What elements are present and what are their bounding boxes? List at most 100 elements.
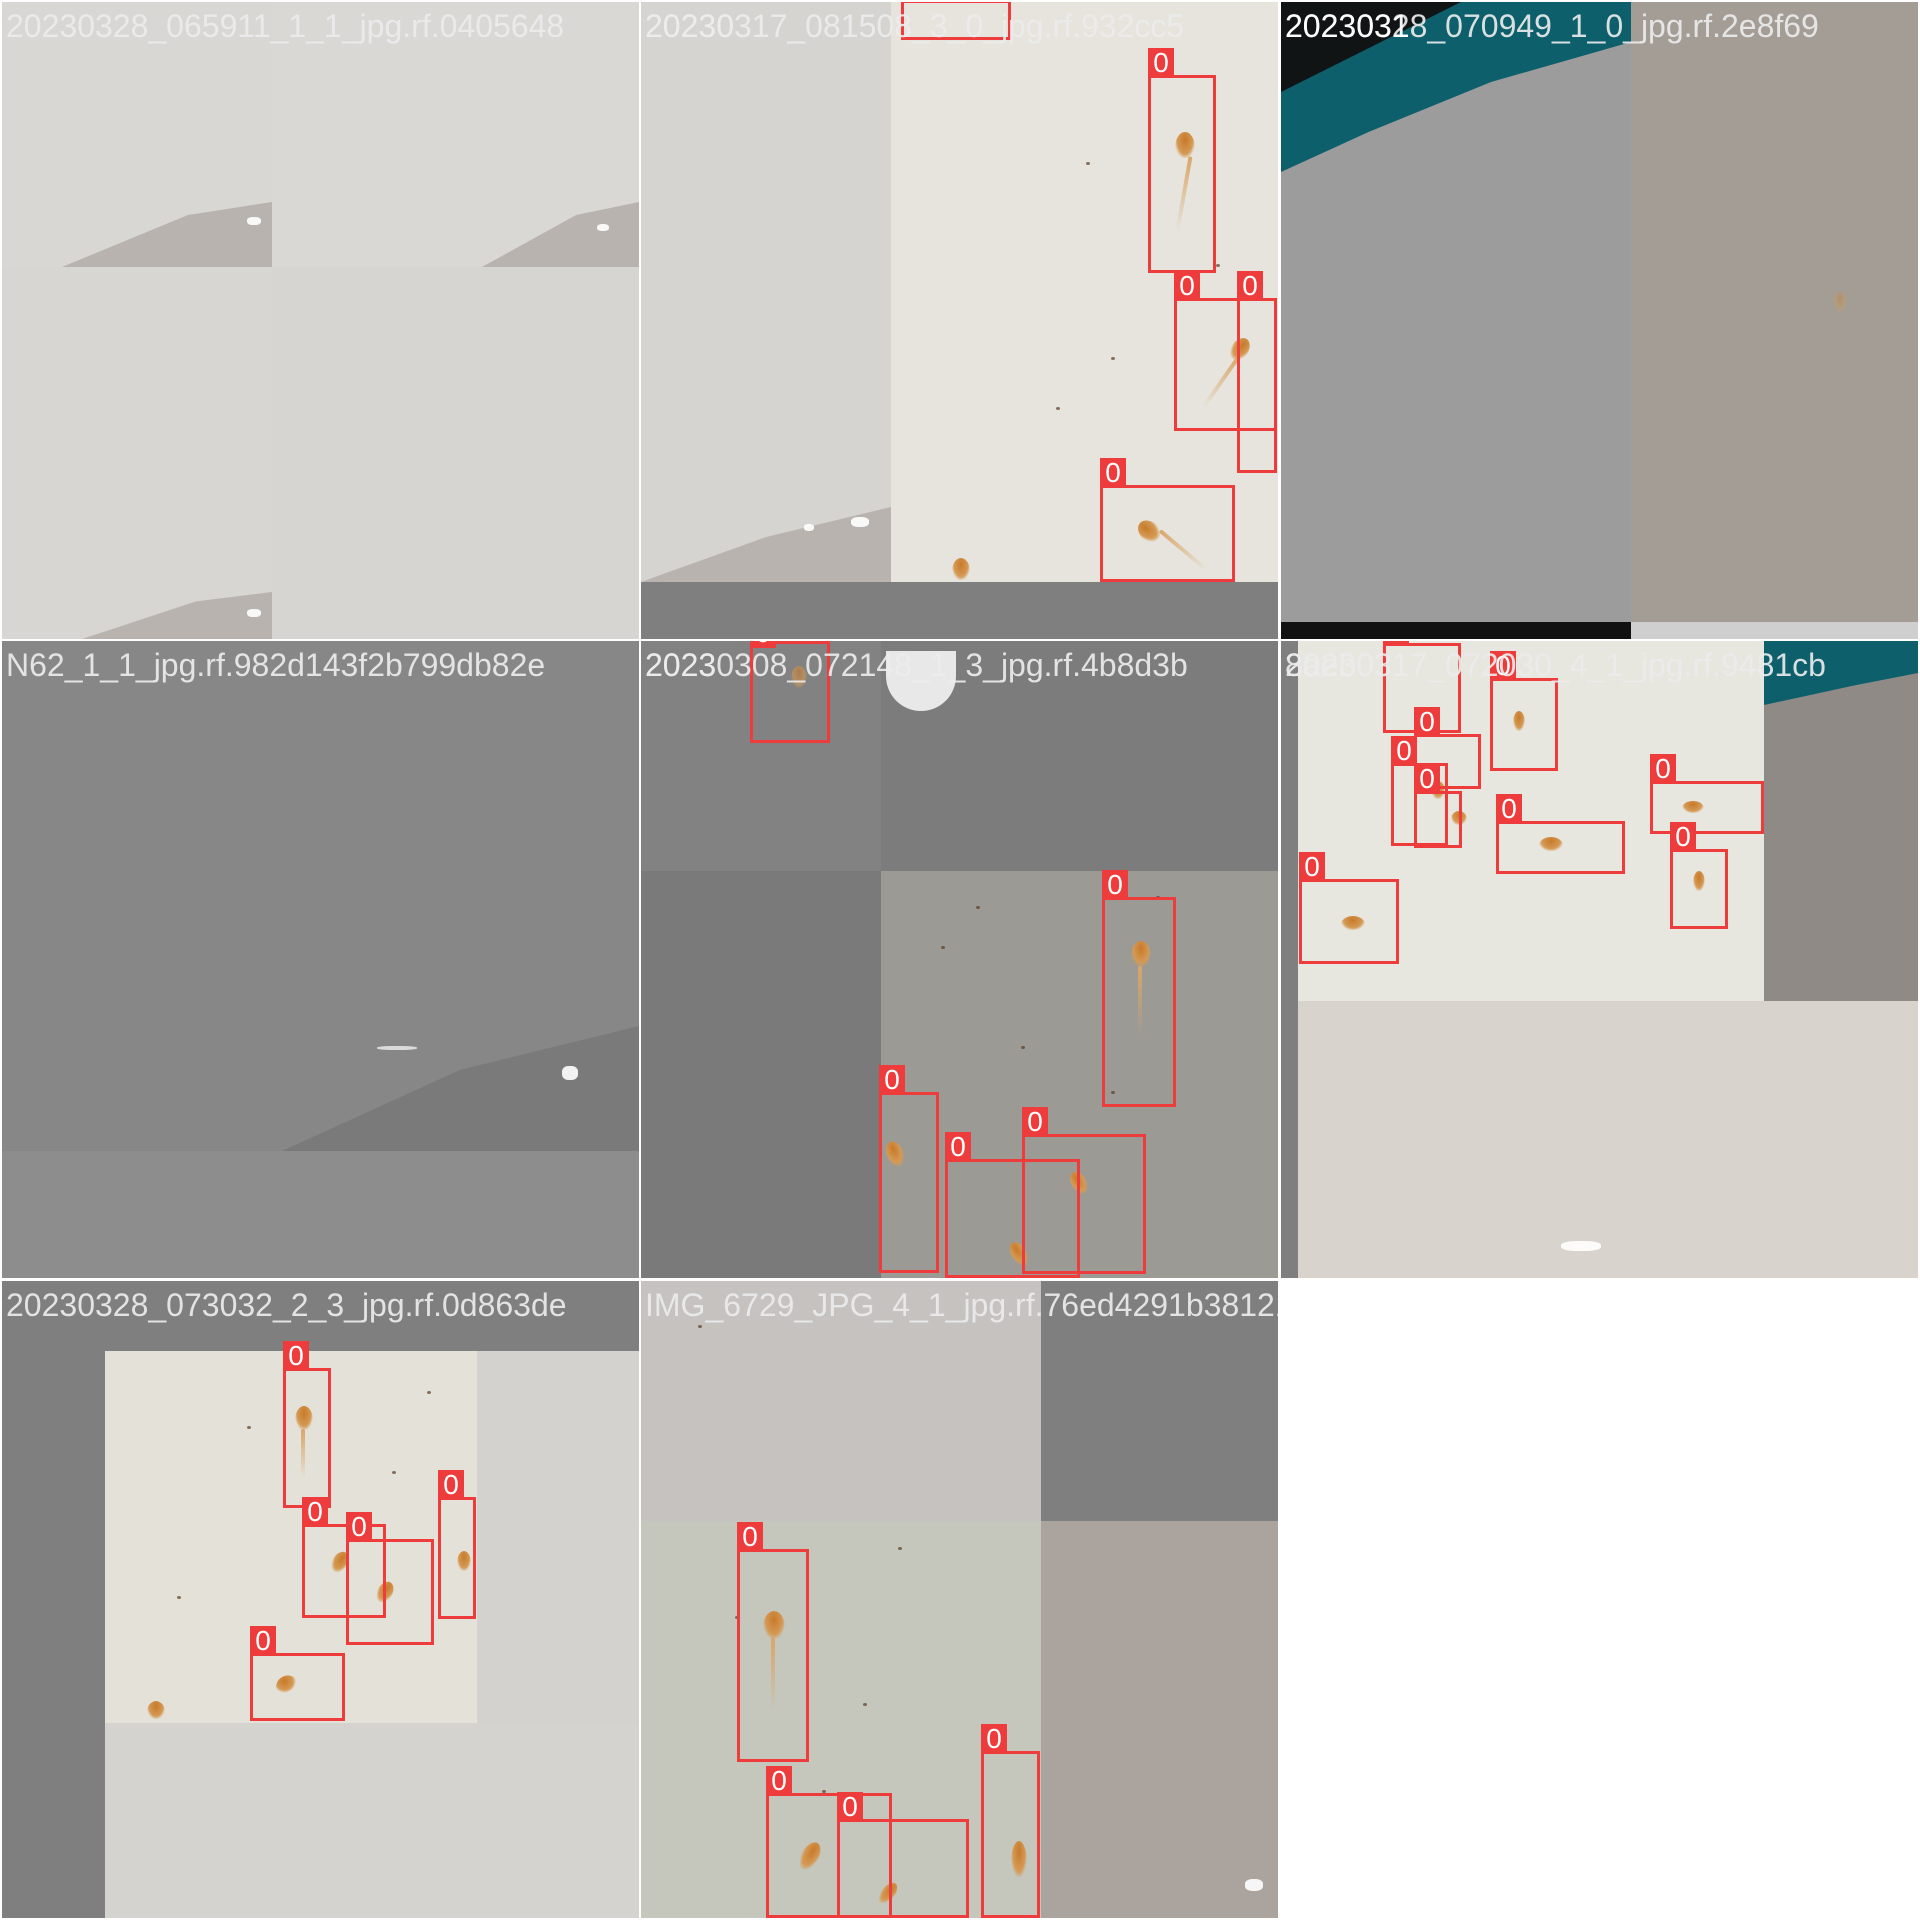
tile-quadrant	[2, 267, 272, 639]
detection-box: 0	[1102, 870, 1176, 1107]
mosaic-tile-8: 0 0 0 0 0 IMG_6729_JPG_4_1_jpg.rf.76ed42…	[641, 1281, 1278, 1918]
detection-box: 0	[981, 1724, 1040, 1918]
debris	[941, 946, 945, 949]
tile-quadrant	[2, 1151, 639, 1278]
detection-label: 0	[1670, 822, 1696, 852]
tadpole	[147, 1701, 165, 1719]
water-glare	[377, 1046, 417, 1050]
detection-box	[1414, 791, 1474, 851]
tile-quadrant	[2, 1281, 639, 1351]
detection-label: 0	[1414, 707, 1440, 737]
tile-quadrant	[1631, 622, 1918, 639]
detection-label: 0	[1237, 271, 1263, 301]
tadpole	[457, 1551, 471, 1571]
debris	[976, 906, 980, 909]
mosaic-tile-3: 20230328_070949_1_0_jpg.rf.2e8f69	[1281, 2, 1918, 639]
tadpole-tail	[301, 1429, 305, 1479]
tile-quadrant	[1298, 1001, 1918, 1278]
detection-box: 0	[1670, 822, 1728, 929]
detection-label: 0	[1100, 458, 1126, 488]
tadpole	[1131, 941, 1151, 967]
detection-box: 0	[1490, 651, 1558, 771]
debris	[1111, 1091, 1115, 1094]
debris	[1086, 162, 1090, 165]
tile-quadrant	[1281, 641, 1298, 1278]
water-glare	[804, 524, 814, 531]
detection-label: 0	[766, 1766, 792, 1796]
tile-quadrant	[1041, 1521, 1278, 1918]
tile-quadrant	[641, 2, 891, 582]
detection-box: 0	[1650, 754, 1764, 834]
debris	[1021, 1046, 1025, 1049]
detection-label: 0	[737, 1522, 763, 1552]
detection-label: 0	[981, 1724, 1007, 1754]
detection-box: 0	[346, 1512, 434, 1645]
detection-box: 0	[837, 1792, 969, 1918]
debris	[177, 1596, 181, 1599]
tadpole	[295, 1406, 313, 1430]
tadpole	[1682, 801, 1704, 813]
detection-box: 0	[737, 1522, 809, 1762]
detection-box: 0	[1496, 794, 1625, 874]
debris	[427, 1391, 431, 1394]
tadpole	[1513, 711, 1525, 731]
water-glare	[247, 609, 261, 617]
debris	[1216, 264, 1220, 267]
tile-quadrant	[641, 1521, 1041, 1918]
tile-quadrant	[1281, 622, 1631, 639]
mosaic-tile-4: N62_1_1_jpg.rf.982d143f2b799db82e	[2, 641, 639, 1278]
tadpole	[1175, 132, 1195, 158]
detection-label: 0	[1299, 852, 1325, 882]
tadpole	[1833, 292, 1847, 312]
tadpole	[1011, 1841, 1027, 1877]
debris	[898, 1547, 902, 1550]
detection-label: 0	[945, 1132, 971, 1162]
detection-label: 0	[283, 1341, 309, 1371]
water-glare	[1561, 1241, 1601, 1251]
debris	[392, 1471, 396, 1474]
detection-box: 0	[1414, 764, 1462, 848]
detection-label: 0	[879, 1065, 905, 1095]
debris	[247, 1426, 251, 1429]
tadpole	[1693, 871, 1705, 891]
detection-box: 0	[901, 2, 1011, 40]
tile-quadrant	[272, 267, 639, 639]
mosaic-tile-7: 0 0 0 0 0 20230328_073032_2_3_jpg.rf.0d8…	[2, 1281, 639, 1918]
tadpole	[791, 666, 807, 688]
detection-label: 0	[302, 1497, 328, 1527]
debris	[1111, 357, 1115, 360]
tile-quadrant	[641, 871, 881, 1278]
detection-label: 0	[1650, 754, 1676, 784]
detection-label: 0	[346, 1512, 372, 1542]
tadpole	[952, 558, 970, 580]
tile-quadrant	[641, 582, 1278, 639]
detection-box: 0	[750, 641, 830, 743]
mosaic-tile-6: 0 0 0 0 0 0 0 0 0 20230317_072030_4_1_jp…	[1281, 641, 1918, 1278]
detection-box: 0	[1237, 271, 1277, 473]
tadpole-tail	[1138, 966, 1142, 1036]
detection-box: 0	[1100, 458, 1235, 582]
detection-box: 0	[302, 1497, 386, 1618]
tile-quadrant	[1764, 641, 1918, 1001]
detection-label: 0	[1174, 271, 1200, 301]
detection-box: 0	[1148, 48, 1216, 273]
detection-label: 0	[837, 1792, 863, 1822]
tile-quadrant	[1041, 1281, 1278, 1521]
tile-quadrant	[477, 1351, 639, 1723]
water-glare	[562, 1066, 578, 1080]
tile-quadrant	[641, 1281, 1041, 1521]
detection-label: 0	[1414, 764, 1440, 794]
debris	[863, 1703, 867, 1706]
debris	[1056, 407, 1060, 410]
detection-label: 0	[901, 2, 927, 3]
detection-label: 0	[1391, 736, 1417, 766]
mosaic-tile-2: 0 0 0 0 0 20230317_081508_3_0_jpg.rf.932…	[641, 2, 1278, 639]
tile-quadrant	[641, 641, 881, 871]
detection-label: 0	[1496, 794, 1522, 824]
debris	[822, 1790, 826, 1793]
tadpole	[763, 1611, 785, 1639]
tile-quadrant	[1631, 2, 1918, 622]
detection-box: 0	[250, 1626, 345, 1721]
tile-quadrant	[105, 1351, 477, 1723]
detection-label: 0	[750, 641, 776, 648]
